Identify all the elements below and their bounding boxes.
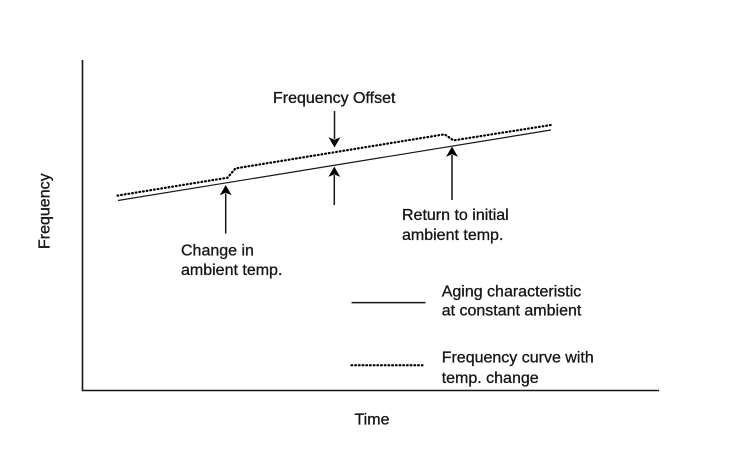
svg-text:Frequency Offset: Frequency Offset [273, 90, 396, 107]
svg-text:Change in: Change in [181, 243, 254, 260]
svg-text:ambient temp.: ambient temp. [402, 227, 503, 244]
svg-text:Frequency curve with: Frequency curve with [442, 350, 594, 367]
svg-text:Return to initial: Return to initial [402, 207, 509, 224]
svg-text:Aging characteristic: Aging characteristic [442, 283, 582, 300]
svg-text:ambient temp.: ambient temp. [181, 262, 282, 279]
svg-text:Frequency: Frequency [37, 173, 54, 249]
svg-text:Time: Time [355, 412, 390, 429]
svg-text:temp. change: temp. change [442, 370, 539, 387]
svg-text:at constant ambient: at constant ambient [442, 303, 582, 320]
